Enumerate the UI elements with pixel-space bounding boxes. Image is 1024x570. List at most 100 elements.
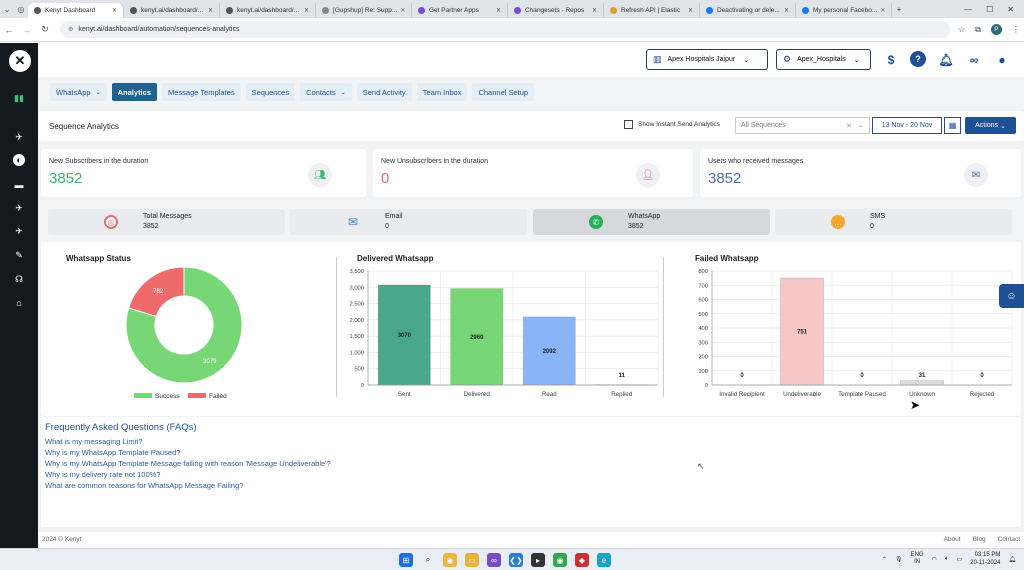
analytics-bar-icon[interactable]: ▮▮ xyxy=(14,93,24,103)
forward-icon[interactable]: → xyxy=(22,24,32,35)
chrome-dev-icon[interactable]: ◉ xyxy=(443,553,457,567)
tray-chevron-icon[interactable]: ⌃ xyxy=(881,556,887,563)
edit-icon[interactable]: ✎ xyxy=(15,250,23,260)
bar[interactable] xyxy=(899,380,945,386)
back-icon[interactable]: ← xyxy=(4,24,14,35)
browser-tab[interactable]: [Gupshup] Re: Supp... ✕ xyxy=(316,3,412,18)
pie-slice[interactable] xyxy=(126,267,243,384)
clear-icon[interactable]: ✕ xyxy=(846,122,852,130)
site-info-icon[interactable]: ⚙ xyxy=(68,27,74,33)
date-range-input[interactable]: 13 Nov - 20 Nov xyxy=(872,117,942,134)
close-icon[interactable]: ✕ xyxy=(783,8,789,14)
checkbox[interactable] xyxy=(624,120,633,129)
volume-icon[interactable]: 🔈︎ xyxy=(944,555,949,562)
browser-tab[interactable]: My personal Facebo... ✕ xyxy=(796,3,892,18)
clock[interactable]: 03:15 PM 20-11-2024 xyxy=(970,552,1001,566)
link-icon[interactable]: ∞ xyxy=(969,53,979,67)
tab-group-icon[interactable]: ◎ xyxy=(17,4,25,14)
search-icon[interactable]: ⌕ xyxy=(425,555,431,564)
bar[interactable] xyxy=(450,288,504,386)
chat-widget-button[interactable]: ☺ xyxy=(999,284,1024,308)
close-icon[interactable]: ✕ xyxy=(111,8,117,14)
store-icon[interactable]: ⌂ xyxy=(16,298,22,308)
megaphone-icon[interactable]: ✈ xyxy=(15,132,23,142)
broadcast-icon[interactable]: ✈ xyxy=(15,203,23,213)
microphone-icon[interactable]: 🎙︎ xyxy=(894,556,903,563)
faq-link[interactable]: Why is my WhatsApp Template Paused? xyxy=(45,448,181,457)
help-icon[interactable]: ? xyxy=(910,51,926,67)
billing-dollar-icon[interactable]: $ xyxy=(887,53,895,67)
minimize-icon[interactable]: — xyxy=(964,4,973,14)
edge-icon[interactable]: e xyxy=(597,553,611,567)
tab-message-templates[interactable]: Message Templates xyxy=(162,83,241,101)
close-window-icon[interactable]: ✕ xyxy=(1007,4,1014,14)
support-icon[interactable]: ☊ xyxy=(15,274,23,284)
pie-slice[interactable] xyxy=(127,267,185,318)
new-tab-button[interactable]: + xyxy=(896,4,902,14)
notification-bell-icon[interactable]: 🔔︎ xyxy=(938,53,954,67)
tab-team-inbox[interactable]: Team Inbox xyxy=(416,83,468,101)
sequence-select[interactable]: All Sequences ✕ ⌄ xyxy=(735,117,870,134)
close-icon[interactable]: ✕ xyxy=(303,8,309,14)
bar[interactable] xyxy=(377,284,431,386)
reload-icon[interactable]: ↻ xyxy=(41,24,49,34)
calendar-icon[interactable]: ▦ xyxy=(944,117,961,134)
automation-icon[interactable]: ◐ xyxy=(13,154,25,166)
url-input[interactable]: ⚙ kenyt.ai/dashboard/automation/sequences… xyxy=(60,21,950,38)
browser-tab[interactable]: kenyt.ai/dashboard/... ✕ xyxy=(220,3,316,18)
wifi-icon[interactable]: ◠ xyxy=(931,556,937,563)
file-explorer-icon[interactable]: ▭ xyxy=(465,553,479,567)
channel-whatsapp[interactable]: ✆ WhatsApp 3852 xyxy=(533,209,770,235)
browser-tab[interactable]: Changesets - Repos ✕ xyxy=(508,3,604,18)
tab-list-button[interactable]: ⌄ xyxy=(3,4,11,14)
tab-contacts[interactable]: Contacts ⌄ xyxy=(300,83,352,101)
close-icon[interactable]: ✕ xyxy=(400,8,406,14)
channel-email[interactable]: ✉ Email 0 xyxy=(290,209,527,235)
browser-tab[interactable]: Kenyt Dashboard ✕ xyxy=(28,3,124,18)
browser-tab[interactable]: Get Partner Apps ✕ xyxy=(412,3,508,18)
actions-button[interactable]: Actions ⌄ xyxy=(965,117,1016,134)
close-icon[interactable]: ✕ xyxy=(495,8,501,14)
kenyt-logo-icon[interactable]: ✕ xyxy=(9,50,31,72)
faq-link[interactable]: Why is my delivery rate not 100%? xyxy=(45,470,161,479)
tab-analytics[interactable]: Analytics xyxy=(111,83,157,101)
bookmark-star-icon[interactable]: ☆ xyxy=(958,25,966,34)
tab-sequences[interactable]: Sequences xyxy=(245,83,296,101)
tab-whatsapp[interactable]: WhatsApp ⌄ xyxy=(50,83,107,101)
browser-tab[interactable]: Deactivating or dele... ✕ xyxy=(700,3,796,18)
close-icon[interactable]: ✕ xyxy=(687,8,693,14)
chat-icon[interactable]: ▬ xyxy=(14,180,24,190)
profile-avatar[interactable]: P xyxy=(990,24,1002,35)
faq-link[interactable]: What are common reasons for WhatsApp Mes… xyxy=(45,481,244,490)
maximize-icon[interactable]: ☐ xyxy=(986,4,994,14)
app-icon[interactable]: ◆ xyxy=(575,553,589,567)
instant-send-toggle[interactable]: Show Instant Send Analytics xyxy=(624,120,720,129)
battery-icon[interactable]: ▭ xyxy=(956,556,963,563)
notification-icon[interactable]: 🔔︎ xyxy=(1008,556,1016,563)
user-profile-icon[interactable]: ● xyxy=(998,53,1006,67)
close-icon[interactable]: ✕ xyxy=(591,8,597,14)
tab-channel-setup[interactable]: Channel Setup xyxy=(472,83,535,101)
channel-total-messages[interactable]: ◎ Total Messages 3852 xyxy=(48,209,285,235)
campaign-icon[interactable]: ✈ xyxy=(15,226,23,236)
extensions-icon[interactable]: ⧉ xyxy=(975,24,981,34)
terminal-icon[interactable]: ▸ xyxy=(531,553,545,567)
organization-dropdown[interactable]: ▥ Apex Hospitals Jaipur ⌄ xyxy=(646,49,768,70)
bar[interactable] xyxy=(522,316,576,386)
browser-menu-icon[interactable]: ⋮ xyxy=(1011,25,1020,34)
faq-link[interactable]: Why is my WhatsApp Template Message fail… xyxy=(45,459,331,468)
language-indicator[interactable]: ENG IN xyxy=(910,552,924,565)
channel-sms[interactable]: … SMS 0 xyxy=(775,209,1012,235)
tab-send-activity[interactable]: Send Activity xyxy=(356,83,412,101)
browser-tab[interactable]: kenyt.ai/dashboard/... ✕ xyxy=(124,3,220,18)
browser-tab[interactable]: Refresh API | Elastic ✕ xyxy=(604,3,700,18)
vscode-icon[interactable]: ❮❯ xyxy=(509,553,523,567)
account-dropdown[interactable]: ⚙ Apex_Hospitals ⌄ xyxy=(776,49,871,70)
visual-studio-icon[interactable]: ∞ xyxy=(487,553,501,567)
footer-link-about[interactable]: About xyxy=(943,536,961,543)
footer-link-contact[interactable]: Contact xyxy=(997,536,1020,543)
close-icon[interactable]: ✕ xyxy=(207,8,213,14)
close-icon[interactable]: ✕ xyxy=(880,8,886,14)
chrome-icon[interactable]: ◉ xyxy=(553,553,567,567)
bar[interactable] xyxy=(779,277,825,386)
